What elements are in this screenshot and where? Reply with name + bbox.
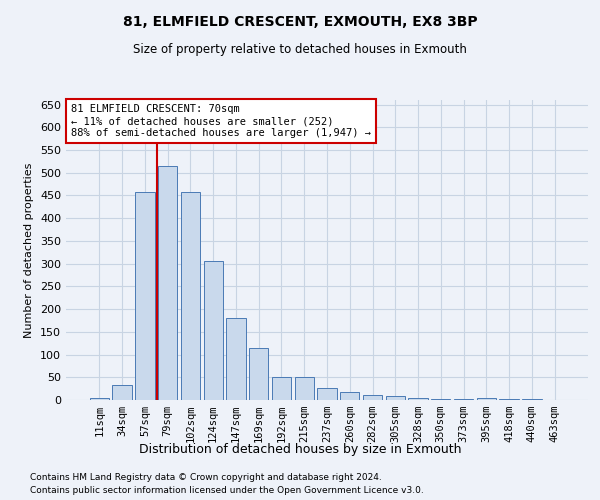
Text: 81 ELMFIELD CRESCENT: 70sqm
← 11% of detached houses are smaller (252)
88% of se: 81 ELMFIELD CRESCENT: 70sqm ← 11% of det…	[71, 104, 371, 138]
Bar	[499, 398, 519, 400]
Bar	[476, 398, 496, 400]
Bar	[317, 388, 337, 400]
Bar	[340, 392, 359, 400]
Y-axis label: Number of detached properties: Number of detached properties	[25, 162, 34, 338]
Bar	[249, 348, 268, 400]
Bar	[226, 318, 245, 400]
Bar	[454, 399, 473, 400]
Bar	[90, 398, 109, 400]
Bar	[112, 385, 132, 400]
Text: Contains public sector information licensed under the Open Government Licence v3: Contains public sector information licen…	[30, 486, 424, 495]
Bar	[386, 396, 405, 400]
Text: 81, ELMFIELD CRESCENT, EXMOUTH, EX8 3BP: 81, ELMFIELD CRESCENT, EXMOUTH, EX8 3BP	[122, 15, 478, 29]
Bar	[158, 166, 178, 400]
Bar	[135, 192, 155, 400]
Bar	[363, 394, 382, 400]
Bar	[272, 378, 291, 400]
Text: Contains HM Land Registry data © Crown copyright and database right 2024.: Contains HM Land Registry data © Crown c…	[30, 472, 382, 482]
Text: Distribution of detached houses by size in Exmouth: Distribution of detached houses by size …	[139, 442, 461, 456]
Bar	[431, 398, 451, 400]
Bar	[409, 398, 428, 400]
Bar	[181, 192, 200, 400]
Text: Size of property relative to detached houses in Exmouth: Size of property relative to detached ho…	[133, 42, 467, 56]
Bar	[203, 262, 223, 400]
Bar	[295, 378, 314, 400]
Bar	[522, 399, 542, 400]
